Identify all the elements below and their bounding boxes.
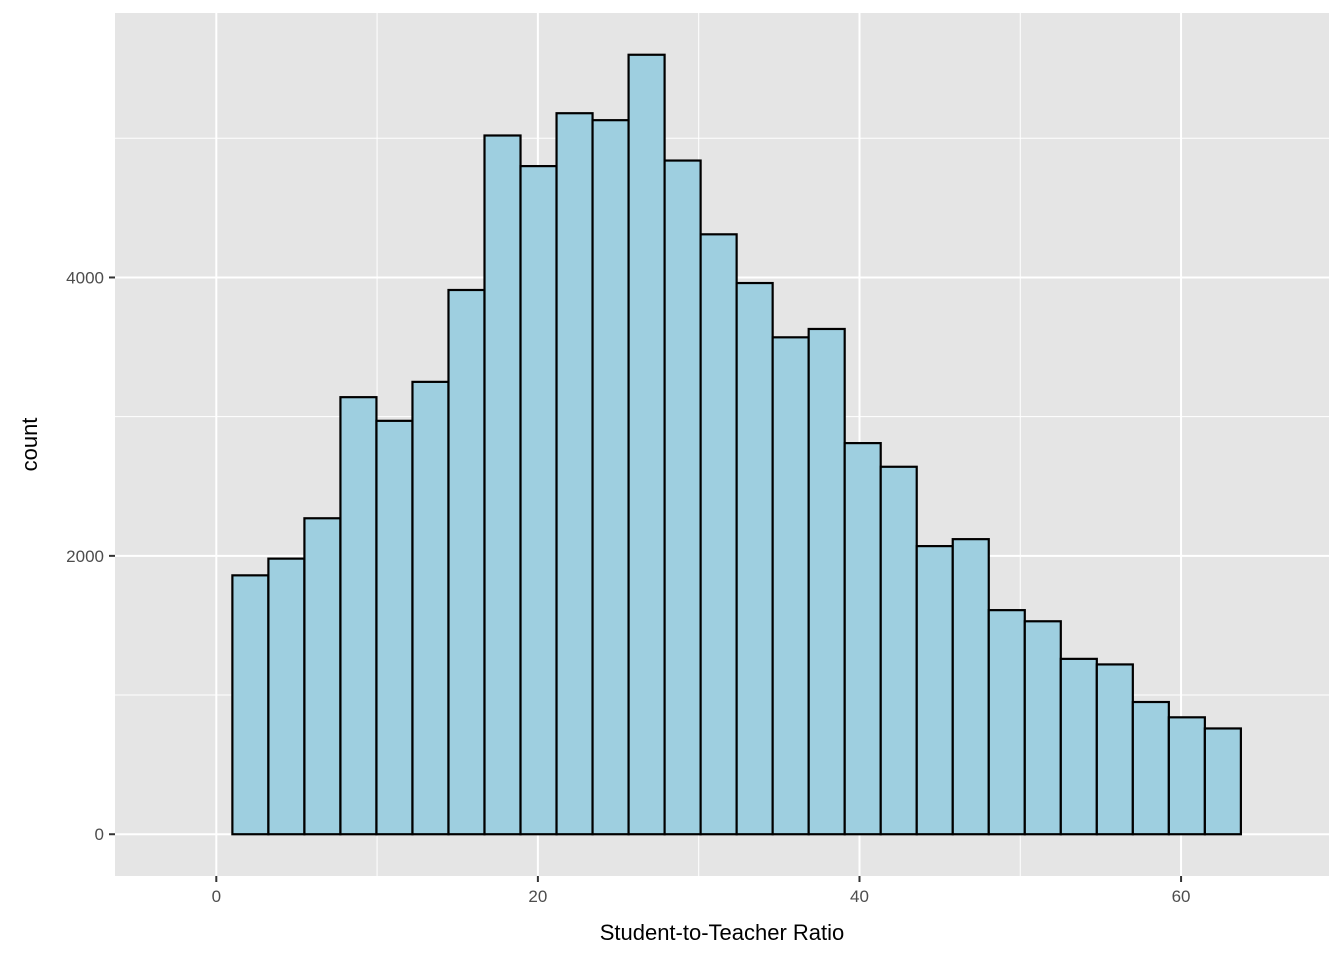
histogram-bar <box>915 545 954 836</box>
histogram-bar <box>447 288 486 836</box>
histogram-bar <box>267 557 306 836</box>
histogram-bar <box>483 134 522 836</box>
histogram-bar <box>735 281 774 836</box>
histogram-bar <box>1095 663 1134 836</box>
histogram-bar <box>339 396 378 836</box>
histogram-bars <box>231 53 1242 836</box>
histogram-bar <box>1059 657 1098 836</box>
histogram-bar <box>303 517 342 836</box>
histogram-bar <box>663 159 702 836</box>
x-axis-ticks: 0 20 40 60 <box>212 876 1191 906</box>
histogram-bar <box>627 53 666 836</box>
x-tick-label: 60 <box>1172 887 1191 906</box>
y-axis-ticks: 0 2000 4000 <box>66 268 115 844</box>
histogram-bar <box>555 112 594 836</box>
histogram-bar <box>843 442 882 836</box>
x-tick-label: 20 <box>528 887 547 906</box>
histogram-bar <box>1203 727 1242 836</box>
histogram-bar <box>1023 620 1062 836</box>
histogram-bar <box>591 119 630 836</box>
histogram-bar <box>771 336 810 836</box>
y-axis-title: count <box>17 418 42 472</box>
y-tick-label: 4000 <box>66 268 104 287</box>
x-tick-label: 40 <box>850 887 869 906</box>
x-tick-label: 0 <box>212 887 221 906</box>
histogram-bar <box>879 465 918 836</box>
histogram-bar <box>1131 700 1170 836</box>
histogram-bar <box>1167 716 1206 836</box>
histogram-bar <box>411 380 450 836</box>
histogram-bar <box>519 165 558 836</box>
y-tick-label: 2000 <box>66 547 104 566</box>
histogram-bar <box>699 233 738 836</box>
histogram-bar <box>951 538 990 836</box>
x-axis-title: Student-to-Teacher Ratio <box>600 920 845 945</box>
histogram-bar <box>375 419 414 836</box>
histogram-bar <box>807 327 846 836</box>
histogram-bar <box>987 609 1026 836</box>
y-tick-label: 0 <box>95 825 104 844</box>
histogram-bar <box>231 574 270 836</box>
